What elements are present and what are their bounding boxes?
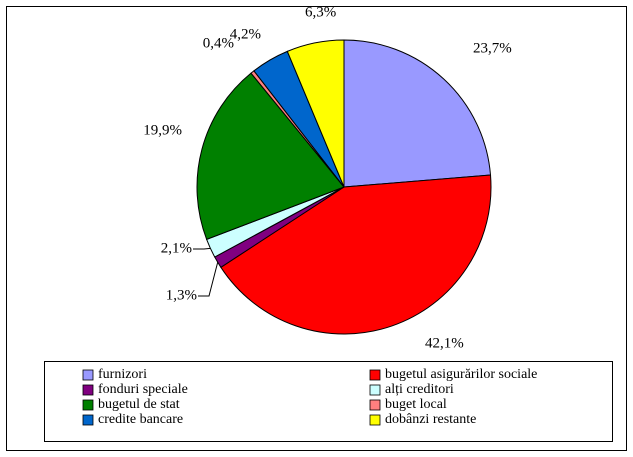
legend-swatch: [369, 414, 381, 426]
legend-swatch: [369, 399, 381, 411]
legend-swatch: [82, 369, 94, 381]
legend-swatch: [82, 384, 94, 396]
legend-box: [44, 361, 613, 442]
legend: furnizori bugetul asigurărilor sociale fon…: [82, 367, 537, 427]
pie-slice: [286, 39, 345, 188]
legend-label: dobânzi restante: [385, 412, 476, 427]
data-label: 2,1%: [161, 240, 192, 256]
legend-label: alți creditori: [385, 382, 454, 397]
legend-swatch: [82, 414, 94, 426]
leader-line: [198, 262, 219, 297]
legend-label: bugetul asigurărilor sociale: [385, 367, 537, 382]
leader-line: [193, 247, 211, 250]
data-label: 42,1%: [425, 335, 464, 351]
data-label: 6,3%: [305, 4, 336, 20]
legend-label: bugetul de stat: [98, 397, 180, 412]
legend-swatch: [369, 384, 381, 396]
data-label: 1,3%: [166, 287, 197, 303]
legend-label: furnizori: [98, 367, 147, 382]
pie-slice: [196, 72, 345, 241]
legend-swatch: [82, 399, 94, 411]
legend-label: fonduri speciale: [98, 382, 188, 397]
data-label: 19,9%: [143, 122, 182, 138]
data-label: 4,2%: [230, 26, 261, 42]
data-label: 23,7%: [473, 40, 512, 56]
legend-label: credite bancare: [98, 412, 183, 427]
legend-label: buget local: [385, 397, 447, 412]
legend-swatch: [369, 369, 381, 381]
pie-slice: [220, 174, 492, 335]
pie-slice: [343, 39, 492, 188]
data-label: 0,4%: [203, 35, 234, 51]
